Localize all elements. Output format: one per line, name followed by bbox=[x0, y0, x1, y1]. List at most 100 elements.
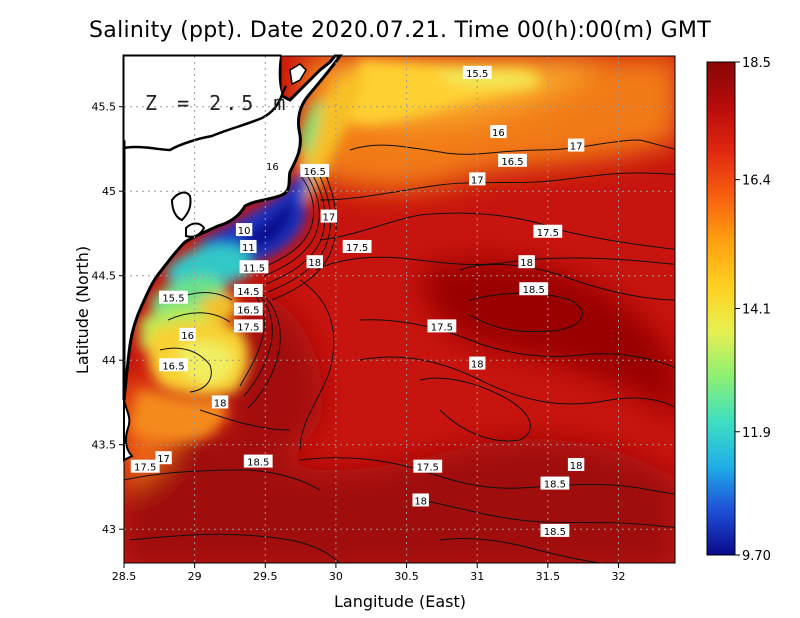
contour-label-box bbox=[239, 260, 269, 274]
land bbox=[122, 54, 343, 462]
contour-label-text: 16.5 bbox=[501, 157, 523, 168]
contour-label-text: 17.5 bbox=[417, 463, 439, 474]
x-axis-label: Langitude (East) bbox=[334, 592, 466, 611]
contour-label-text: 15.5 bbox=[466, 69, 488, 80]
contour-label-text: 18.5 bbox=[247, 458, 269, 469]
contour-label: 16.5 bbox=[233, 302, 263, 317]
contour-label-box bbox=[243, 454, 273, 468]
contour-label-text: 17.5 bbox=[346, 243, 368, 254]
contour-label-box bbox=[427, 319, 457, 333]
contour-label: 16.5 bbox=[300, 163, 330, 178]
x-tick-label: 28.5 bbox=[112, 570, 137, 583]
colorbar-tick-label: 9.70 bbox=[742, 549, 771, 564]
contour-label-box bbox=[159, 290, 188, 304]
x-tick-label: 31 bbox=[470, 570, 484, 583]
y-axis-ticks: 45.5 45 44.5 44 43.5 43 bbox=[92, 101, 124, 536]
contour-label-text: 10 bbox=[238, 226, 251, 237]
contour-label-text: 16.5 bbox=[162, 361, 184, 372]
contour-label: 17.5 bbox=[427, 319, 457, 333]
contour-label: 17.5 bbox=[233, 319, 263, 333]
colorbar-tick-label: 16.4 bbox=[742, 174, 771, 189]
contour-label-text: 16.5 bbox=[304, 167, 326, 178]
contour-label: 10 bbox=[235, 223, 253, 237]
contour-label-text: 16 bbox=[492, 128, 505, 139]
contour-label-box bbox=[211, 395, 229, 409]
contour-label-box bbox=[518, 255, 535, 269]
contour-label-text: 17.5 bbox=[537, 228, 559, 239]
contour-label-box bbox=[567, 138, 585, 152]
x-tick-label: 32 bbox=[611, 570, 625, 583]
y-tick-label: 45.5 bbox=[92, 101, 117, 114]
contour-label: 16 bbox=[264, 158, 281, 173]
contour-label-text: 18.5 bbox=[523, 285, 545, 296]
contour-label-text: 17.5 bbox=[431, 322, 453, 333]
contour-label: 17.5 bbox=[130, 459, 160, 474]
contour-label-box bbox=[469, 172, 486, 186]
y-tick-label: 43.5 bbox=[92, 439, 117, 452]
contour-label-box bbox=[567, 457, 585, 471]
contour-label: 16 bbox=[179, 327, 196, 342]
contour-label: 18 bbox=[567, 457, 585, 472]
y-tick-label: 44 bbox=[102, 354, 116, 367]
contour-label: 15.5 bbox=[462, 65, 492, 80]
contour-label-text: 18 bbox=[214, 398, 227, 409]
x-tick-label: 29.5 bbox=[253, 570, 278, 583]
contour-label-box bbox=[533, 224, 563, 238]
contour-label-box bbox=[498, 153, 527, 167]
page-title: Salinity (ppt). Date 2020.07.21. Time 00… bbox=[89, 18, 711, 43]
contour-label-text: 16 bbox=[266, 162, 279, 173]
contour-label-box bbox=[159, 358, 188, 372]
y-tick-label: 45 bbox=[102, 185, 116, 198]
contour-label-text: 17.5 bbox=[237, 322, 259, 333]
colorbar: 18.5 16.4 14.1 11.9 9.70 bbox=[706, 56, 771, 564]
contour-label-text: 17 bbox=[471, 175, 484, 186]
contour-label: 15.5 bbox=[159, 290, 188, 305]
contour-label-text: 11.5 bbox=[243, 263, 265, 274]
contour-label-box bbox=[540, 476, 570, 490]
contour-label-box bbox=[462, 65, 492, 79]
x-tick-label: 29 bbox=[188, 570, 202, 583]
contour-label: 16 bbox=[490, 125, 507, 139]
contour-label-text: 18 bbox=[308, 258, 321, 269]
contour-label-box bbox=[469, 356, 486, 370]
contour-lines bbox=[124, 139, 675, 563]
colorbar-scale bbox=[706, 61, 736, 556]
contour-label-box bbox=[235, 223, 253, 237]
contour-label-box bbox=[179, 327, 196, 341]
colorbar-tick-label: 14.1 bbox=[742, 303, 771, 318]
contour-label: 11 bbox=[240, 239, 257, 254]
contour-label: 18 bbox=[412, 493, 429, 507]
y-tick-label: 44.5 bbox=[92, 270, 117, 283]
x-tick-label: 30.5 bbox=[394, 570, 419, 583]
contour-label-text: 15.5 bbox=[162, 294, 184, 305]
contour-label-box bbox=[490, 125, 507, 139]
contour-label-box bbox=[233, 319, 263, 333]
contour-label-text: 18 bbox=[414, 496, 427, 507]
contour-label: 17.5 bbox=[413, 459, 443, 474]
contour-label-box bbox=[342, 239, 372, 253]
contour-label: 16.5 bbox=[498, 153, 527, 168]
x-tick-label: 31.5 bbox=[536, 570, 561, 583]
contour-label: 17.5 bbox=[533, 224, 563, 239]
contour-label-box bbox=[413, 459, 443, 473]
colorbar-tick-label: 11.9 bbox=[742, 426, 771, 441]
contour-label-text: 18.5 bbox=[544, 480, 566, 491]
contour-label: 14.5 bbox=[233, 283, 263, 298]
colorbar-tick-label: 18.5 bbox=[742, 56, 771, 71]
colorbar-ticks: 18.5 16.4 14.1 11.9 9.70 bbox=[735, 56, 771, 564]
depth-label: Z = 2.5 m bbox=[145, 91, 289, 115]
contour-label-box bbox=[264, 158, 281, 172]
x-axis-ticks: 28.5 29 29.5 30 30.5 31 31.5 32 bbox=[112, 563, 625, 583]
contour-label-box bbox=[233, 302, 263, 316]
contour-labels: 15.5 16 16 17 16.5 16.5 17 17 10 11 17.5 17.5 18 18 11… bbox=[130, 65, 585, 538]
contour-label-text: 18.5 bbox=[544, 527, 566, 538]
contour-label-box bbox=[306, 255, 323, 269]
contour-label-box bbox=[240, 239, 257, 253]
contour-label-box bbox=[300, 163, 330, 177]
contour-label-box bbox=[130, 459, 160, 473]
contour-label: 18 bbox=[518, 255, 535, 269]
contour-label: 17 bbox=[469, 172, 486, 186]
contour-label: 11.5 bbox=[239, 260, 269, 274]
contour-label-box bbox=[540, 523, 570, 537]
